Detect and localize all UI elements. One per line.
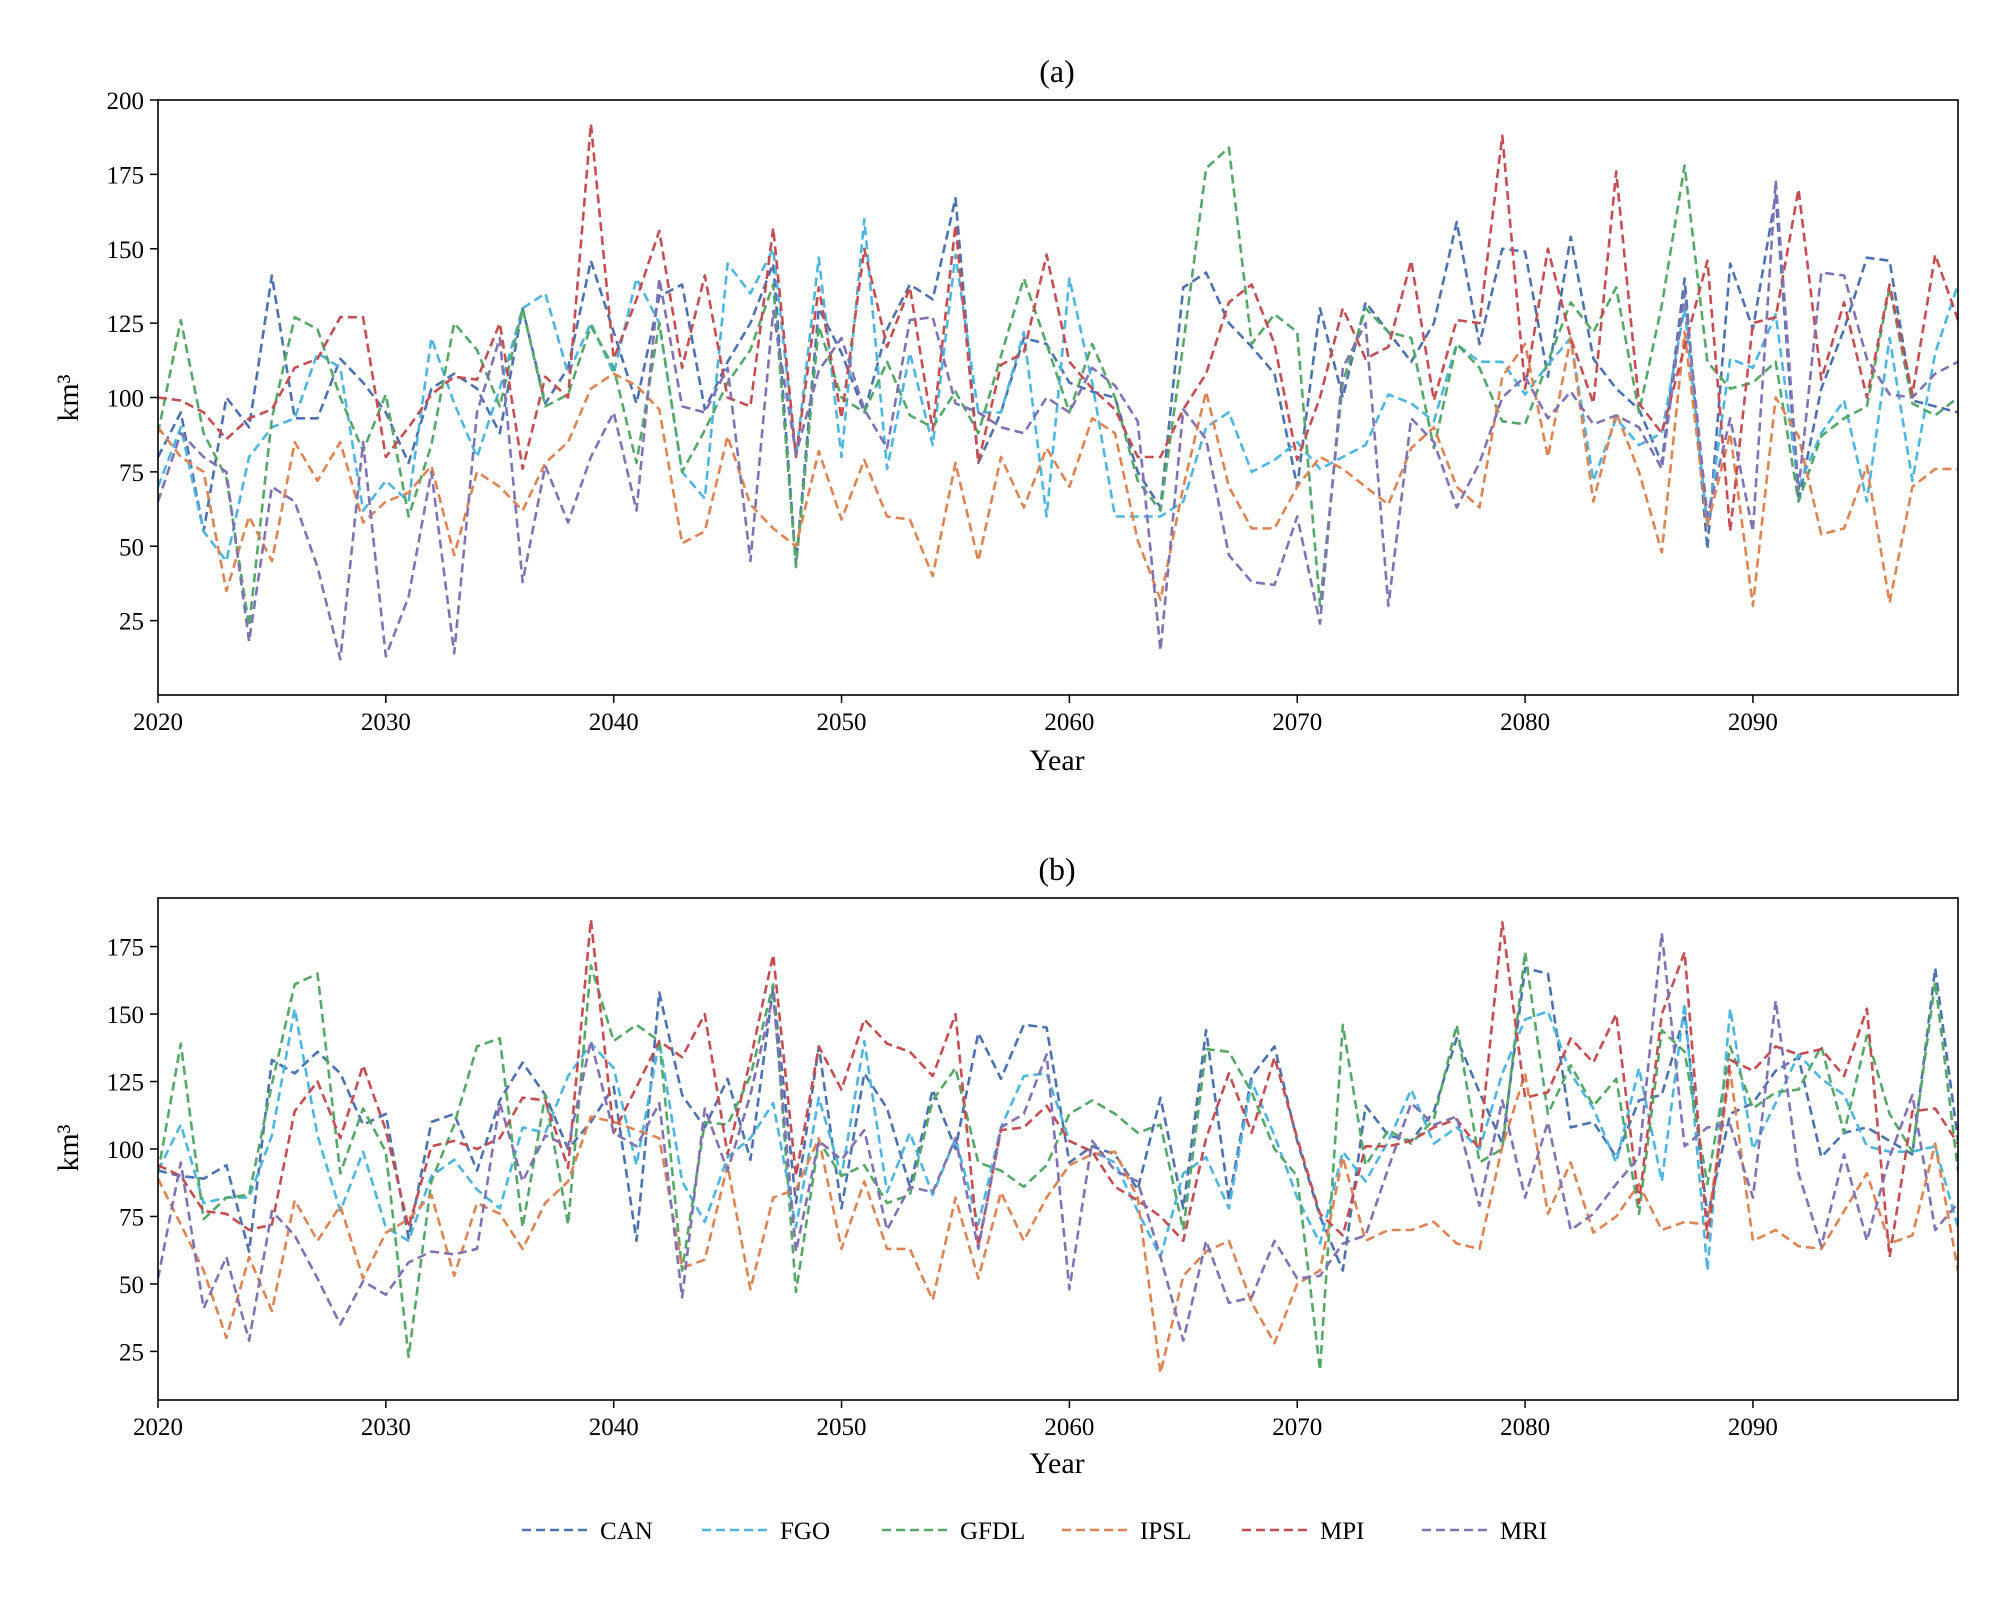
panel-b-series-mri xyxy=(158,931,1958,1342)
panel-b-y-tick-label: 75 xyxy=(119,1204,144,1231)
panel-b-x-tick-label: 2040 xyxy=(589,1414,639,1441)
legend-label-ipsl: IPSL xyxy=(1140,1518,1191,1545)
panel-a-y-tick-label: 50 xyxy=(119,534,144,561)
panel-b-series-mpi xyxy=(158,918,1958,1259)
panel-a-y-tick-label: 125 xyxy=(107,311,145,338)
panel-a-series-fgo xyxy=(158,217,1958,563)
panel-a-x-tick-label: 2090 xyxy=(1728,709,1778,736)
panel-b-series-can xyxy=(158,966,1958,1272)
panel-a-x-tick-label: 2020 xyxy=(133,709,183,736)
panel-a-series-ipsl xyxy=(158,330,1958,608)
legend: CAN FGO GFDL IPSL MPI MRI xyxy=(522,1518,1547,1545)
panel-a-y-tick-label: 25 xyxy=(119,609,144,636)
panel-b-y-tick-label: 100 xyxy=(107,1137,145,1164)
panel-a-x-tick-label: 2060 xyxy=(1044,709,1094,736)
panel-b-x-tick-label: 2090 xyxy=(1728,1414,1778,1441)
panel-b-series-gfdl xyxy=(158,950,1958,1372)
panel-b-x-tick-label: 2020 xyxy=(133,1414,183,1441)
legend-label-mri: MRI xyxy=(1500,1518,1547,1545)
panel-b-plot-area: 2020 2030 2040 2050 2060 2070 2080 2090 25 50 75 10… xyxy=(107,897,1959,1441)
panel-a-series-gfdl xyxy=(158,146,1958,628)
panel-a-x-tick-label: 2080 xyxy=(1500,709,1550,736)
panel-a-series-mpi xyxy=(158,122,1958,533)
panel-b-y-axis-label: km³ xyxy=(52,1124,85,1171)
panel-a-y-tick-label: 75 xyxy=(119,460,144,487)
panel-b-series-ipsl xyxy=(158,1069,1958,1375)
panel-a-x-tick-label: 2030 xyxy=(361,709,411,736)
panel-b-chart: (b) 2020 2030 2040 2050 2060 2070 2080 2090 25 50… xyxy=(52,851,1959,1480)
legend-label-can: CAN xyxy=(600,1518,653,1545)
panel-b-x-tick-label: 2070 xyxy=(1272,1414,1322,1441)
panel-a-y-tick-label: 150 xyxy=(107,237,145,264)
panel-b-x-tick-label: 2080 xyxy=(1500,1414,1550,1441)
panel-a-x-tick-label: 2040 xyxy=(589,709,639,736)
panel-b-y-tick-label: 125 xyxy=(107,1070,145,1097)
legend-label-fgo: FGO xyxy=(780,1518,830,1545)
panel-a-y-tick-label: 200 xyxy=(107,88,145,115)
panel-a-plot-area: 2020 2030 2040 2050 2060 2070 2080 2090 25 50 75 10… xyxy=(107,88,1959,736)
panel-b-x-axis-label: Year xyxy=(1029,1447,1084,1480)
panel-b-y-tick-label: 150 xyxy=(107,1002,145,1029)
legend-label-mpi: MPI xyxy=(1320,1518,1364,1545)
panel-b-title: (b) xyxy=(1038,851,1075,887)
panel-b-x-tick-label: 2050 xyxy=(817,1414,867,1441)
panel-b-x-tick-label: 2030 xyxy=(361,1414,411,1441)
panel-a-chart: (a) 2020 2030 2040 2050 2060 2070 2080 2090 25 50… xyxy=(52,53,1959,777)
panel-b-y-tick-label: 175 xyxy=(107,935,145,962)
panel-b-y-tick-label: 25 xyxy=(119,1339,144,1366)
panel-b-series-fgo xyxy=(158,1001,1958,1272)
panel-a-series-mri xyxy=(158,179,1958,661)
panel-a-y-tick-label: 175 xyxy=(107,162,145,189)
panel-a-title: (a) xyxy=(1039,53,1075,89)
panel-b-y-tick-label: 50 xyxy=(119,1272,144,1299)
panel-a-y-axis-label: km³ xyxy=(52,374,85,421)
panel-a-x-tick-label: 2070 xyxy=(1272,709,1322,736)
panel-a-y-tick-label: 100 xyxy=(107,386,145,413)
panel-a-x-axis-label: Year xyxy=(1029,744,1084,777)
panel-a-x-tick-label: 2050 xyxy=(817,709,867,736)
panel-a-series-can xyxy=(158,193,1958,566)
legend-label-gfdl: GFDL xyxy=(960,1518,1025,1545)
panel-b-x-tick-label: 2060 xyxy=(1044,1414,1094,1441)
